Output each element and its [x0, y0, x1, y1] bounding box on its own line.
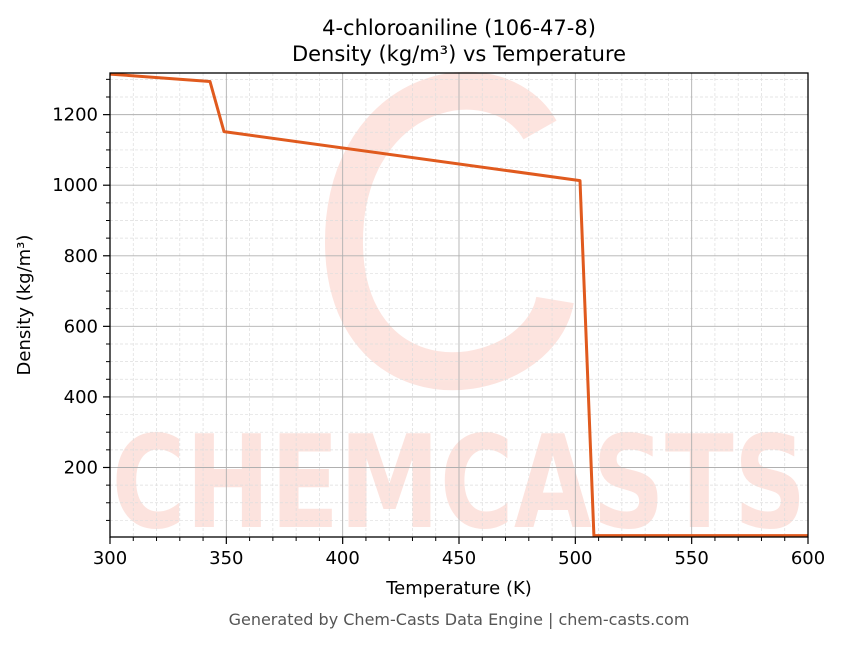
x-tick-label: 550	[674, 548, 708, 569]
y-tick-label: 400	[64, 387, 98, 408]
series-line	[109, 72, 808, 538]
y-tick-label: 200	[64, 457, 98, 478]
y-tick-label: 1000	[52, 175, 98, 196]
footer-credit: Generated by Chem-Casts Data Engine | ch…	[229, 610, 690, 629]
x-tick-label: 300	[93, 548, 127, 569]
x-tick-label: 450	[442, 548, 476, 569]
y-tick-label: 1200	[52, 105, 98, 126]
y-tick-label: 600	[64, 316, 98, 337]
x-tick-label: 600	[791, 548, 825, 569]
watermark-swirl	[325, 71, 574, 391]
chart-title: 4-chloroaniline (106-47-8)	[322, 16, 596, 40]
y-axis-label: Density (kg/m³)	[14, 235, 35, 376]
chart-subtitle: Density (kg/m³) vs Temperature	[292, 42, 626, 66]
x-tick-label: 500	[558, 548, 592, 569]
plot-frame	[109, 72, 809, 538]
x-tick-label: 350	[209, 548, 243, 569]
y-tick-label: 800	[64, 246, 98, 267]
x-tick-label: 400	[325, 548, 359, 569]
x-axis-label: Temperature (K)	[385, 578, 532, 599]
